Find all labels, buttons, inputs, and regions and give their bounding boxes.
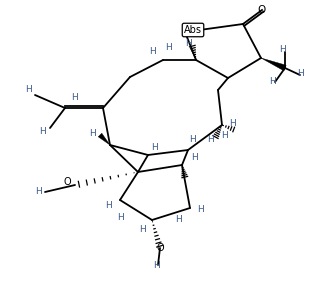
Text: H: H — [40, 126, 46, 136]
Text: H: H — [89, 128, 95, 138]
Polygon shape — [261, 58, 286, 71]
Text: H: H — [175, 215, 181, 225]
Text: Abs: Abs — [184, 25, 202, 35]
Text: O: O — [63, 177, 71, 187]
Text: H: H — [269, 78, 275, 86]
Text: H: H — [192, 154, 198, 162]
Text: H: H — [197, 206, 203, 214]
Text: H: H — [25, 86, 31, 94]
Text: O: O — [258, 5, 266, 15]
Polygon shape — [98, 133, 110, 145]
Text: H: H — [35, 188, 41, 196]
Text: H: H — [222, 130, 228, 140]
Text: H: H — [72, 94, 78, 102]
Text: H: H — [185, 39, 191, 47]
Text: H: H — [105, 200, 111, 210]
Text: H: H — [190, 136, 196, 144]
Text: H: H — [154, 261, 160, 269]
Text: H: H — [151, 144, 158, 152]
Text: H: H — [228, 118, 235, 128]
Text: H: H — [280, 45, 286, 55]
Text: H: H — [207, 136, 213, 144]
Text: O: O — [156, 243, 164, 253]
Text: H: H — [140, 225, 146, 235]
Text: H: H — [117, 214, 123, 223]
Text: H: H — [165, 43, 172, 53]
Text: H: H — [297, 69, 303, 78]
Text: H: H — [149, 47, 155, 57]
